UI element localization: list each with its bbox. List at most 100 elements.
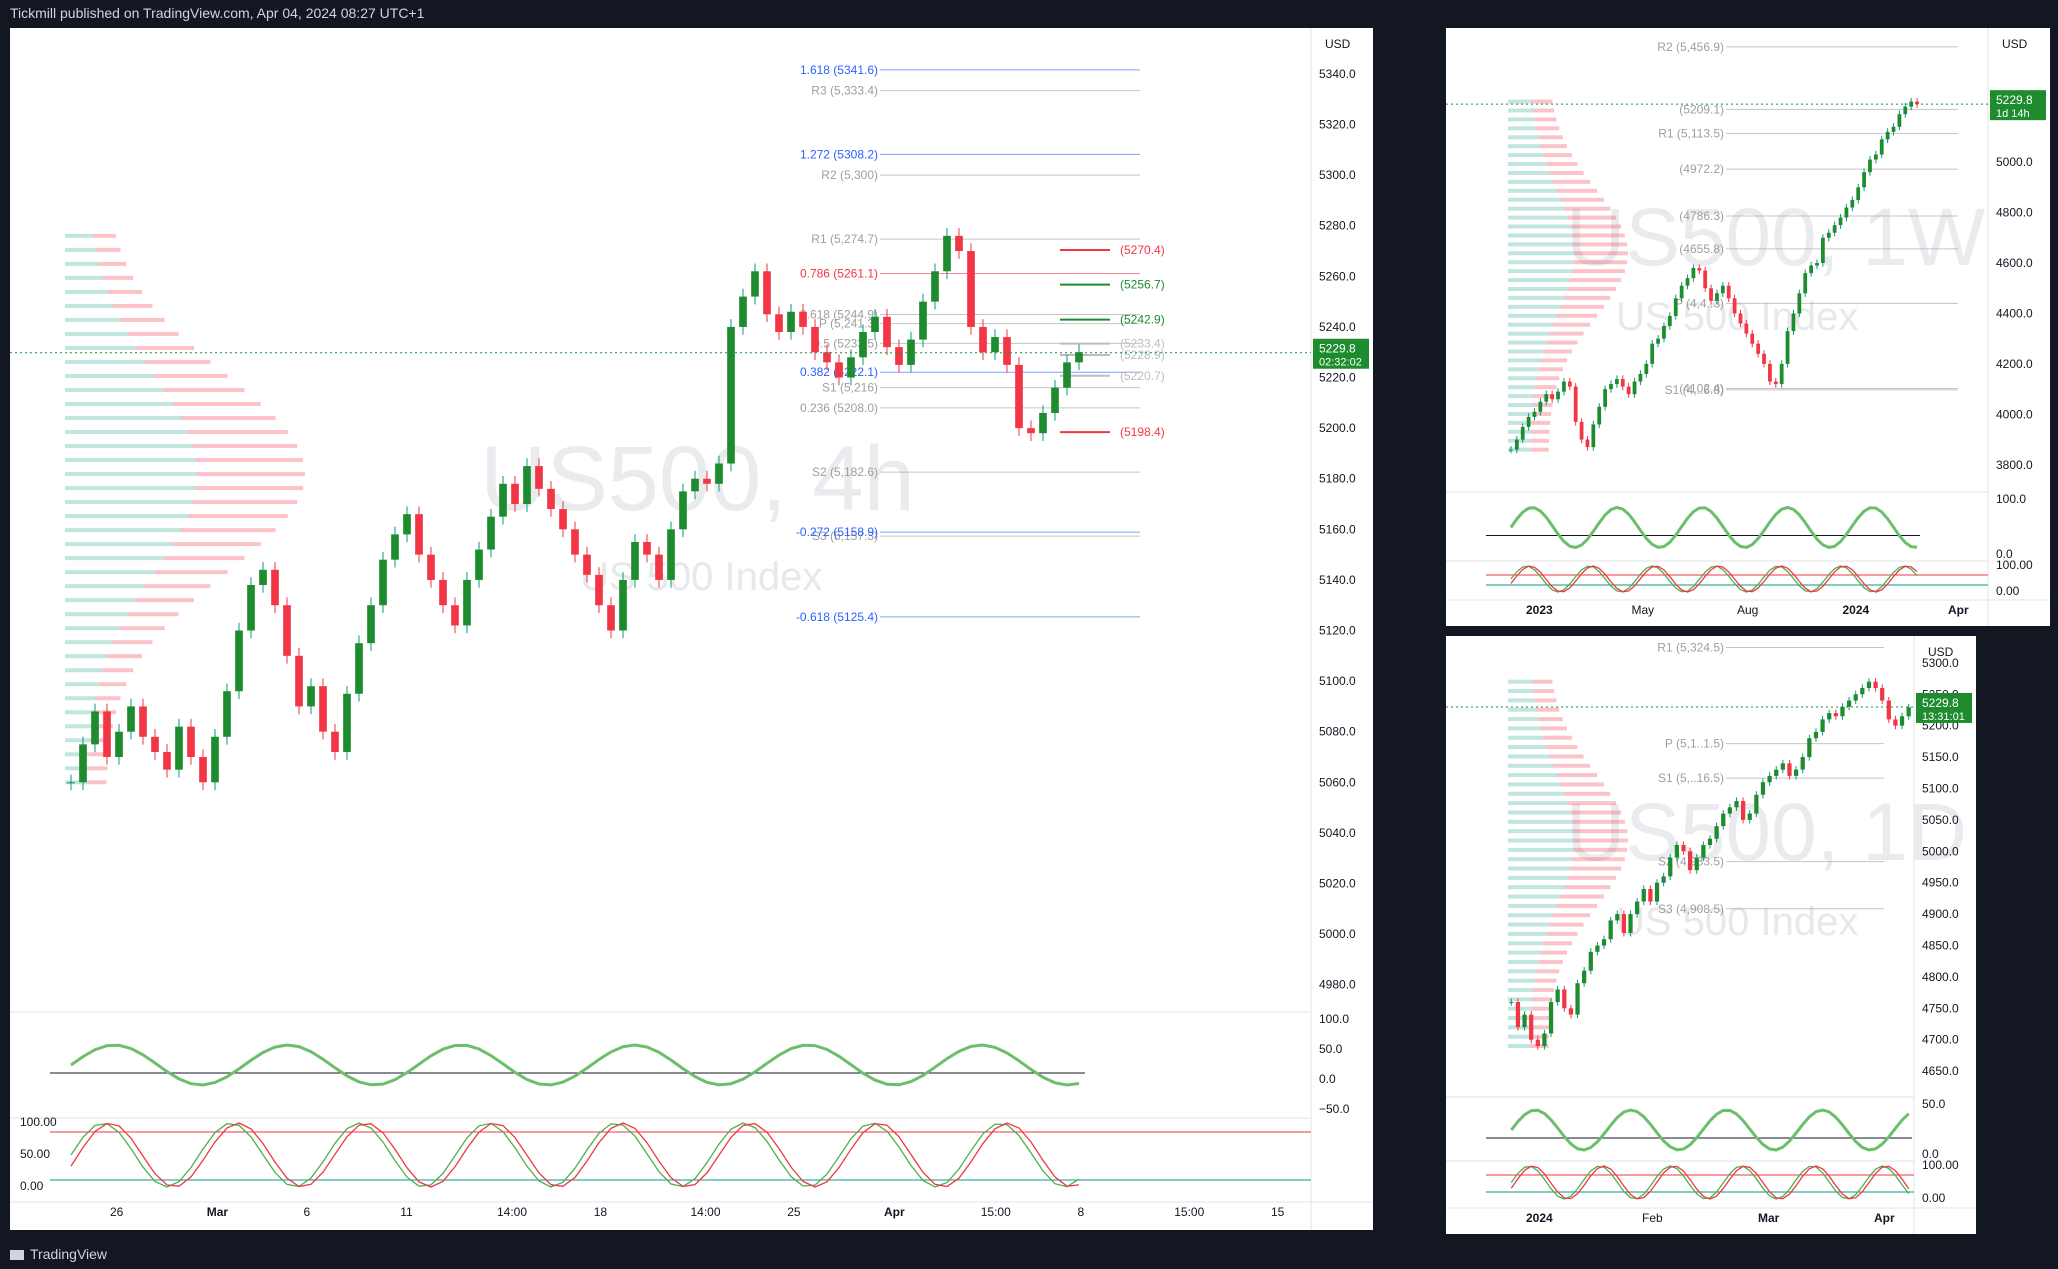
volume-profile-bar bbox=[1531, 411, 1552, 416]
candle-body bbox=[1856, 187, 1861, 200]
candle-body bbox=[1532, 411, 1537, 417]
candle-body bbox=[439, 579, 447, 606]
candle-body bbox=[1514, 439, 1519, 450]
volume-profile-bar bbox=[65, 233, 94, 238]
candle-body bbox=[1727, 807, 1732, 814]
candle-body bbox=[1685, 278, 1690, 286]
candle-body bbox=[1648, 888, 1653, 902]
volume-profile-bar bbox=[93, 233, 117, 238]
volume-profile-bar bbox=[107, 289, 142, 294]
y-tick-label: 4400.0 bbox=[1996, 306, 2033, 320]
candle-body bbox=[1886, 700, 1891, 720]
volume-profile-bar bbox=[65, 570, 155, 575]
y-tick-label: 4650.0 bbox=[1922, 1064, 1959, 1078]
watermark-name: US 500 Index bbox=[1616, 295, 1858, 339]
volume-profile-bar bbox=[1567, 286, 1617, 291]
candle-body bbox=[1656, 338, 1660, 344]
watermark-name: US 500 Index bbox=[1616, 900, 1858, 944]
level-label: 0.5 (5233.5) bbox=[813, 336, 878, 350]
x-tick-label: Mar bbox=[1758, 1211, 1780, 1225]
level-label: R1 (5,324.5) bbox=[1657, 640, 1724, 654]
candle-body bbox=[199, 757, 207, 783]
volume-profile-bar bbox=[1508, 135, 1539, 140]
x-tick-label: Apr bbox=[1948, 603, 1969, 617]
level-label: 0.236 (5208.0) bbox=[800, 401, 878, 415]
volume-profile-bar bbox=[192, 500, 298, 505]
volume-profile-bar bbox=[145, 359, 211, 364]
candle-body bbox=[1720, 285, 1725, 294]
x-tick-label: May bbox=[1632, 603, 1655, 617]
osc2-tick: 100.00 bbox=[1922, 1158, 1959, 1172]
level-label: S1 (5,..16.5) bbox=[1658, 771, 1724, 785]
volume-profile-bar bbox=[163, 556, 245, 561]
y-tick-label: 5260.0 bbox=[1319, 269, 1356, 283]
volume-profile-bar bbox=[1508, 931, 1547, 936]
candle-body bbox=[1715, 293, 1719, 301]
volume-profile-bar bbox=[1533, 987, 1555, 992]
zone-label: (5242.9) bbox=[1120, 313, 1165, 327]
volume-profile-bar bbox=[65, 430, 188, 435]
candle-body bbox=[967, 251, 975, 327]
volume-profile-bar bbox=[65, 373, 155, 378]
candle-body bbox=[895, 347, 903, 365]
volume-profile-bar bbox=[1508, 745, 1547, 750]
candle-body bbox=[1906, 707, 1911, 717]
volume-profile-bar bbox=[1536, 969, 1560, 974]
volume-profile-bar bbox=[180, 528, 276, 533]
volume-profile-bar bbox=[1508, 260, 1574, 265]
osc1-tick: 50.0 bbox=[1319, 1042, 1343, 1056]
volume-profile-bar bbox=[1508, 969, 1537, 974]
volume-profile-bar bbox=[1508, 331, 1550, 336]
candle-body bbox=[1885, 131, 1890, 140]
candle-body bbox=[1668, 857, 1673, 877]
candle-body bbox=[1529, 1014, 1534, 1040]
candle-body bbox=[1768, 363, 1772, 382]
candle-body bbox=[595, 574, 603, 606]
candle-body bbox=[1650, 343, 1655, 364]
volume-profile-bar bbox=[1508, 144, 1541, 149]
volume-profile-bar bbox=[65, 752, 90, 757]
candle-body bbox=[1709, 288, 1713, 301]
candle-body bbox=[943, 235, 951, 272]
volume-profile-bar bbox=[1508, 322, 1554, 327]
volume-profile-bar bbox=[65, 261, 99, 266]
volume-profile-bar bbox=[119, 626, 165, 631]
level-label: S2 (5,182.6) bbox=[812, 465, 878, 479]
candle-body bbox=[1767, 775, 1772, 783]
volume-profile-bar bbox=[172, 401, 261, 406]
volume-profile-bar bbox=[1556, 903, 1598, 908]
candle-body bbox=[1897, 114, 1902, 127]
candle-body bbox=[1832, 225, 1837, 233]
candle-body bbox=[1588, 951, 1593, 971]
osc1-line bbox=[70, 1043, 1080, 1087]
y-tick-label: 5340.0 bbox=[1319, 67, 1356, 81]
volume-profile-bar bbox=[1508, 801, 1568, 806]
candle-body bbox=[751, 271, 759, 297]
volume-profile-bar bbox=[1531, 1016, 1551, 1021]
volume-profile-bar bbox=[1508, 376, 1537, 381]
level-label: R2 (5,456.9) bbox=[1657, 40, 1724, 54]
volume-profile-bar bbox=[1533, 689, 1555, 694]
candle-body bbox=[799, 311, 807, 327]
volume-profile-bar bbox=[1508, 689, 1534, 694]
candle-body bbox=[1681, 845, 1686, 852]
volume-profile-bar bbox=[1567, 801, 1617, 806]
volume-profile-bar bbox=[65, 303, 114, 308]
volume-profile-bar bbox=[65, 331, 128, 336]
last-price-badge bbox=[1990, 90, 2046, 121]
volume-profile-bar bbox=[89, 738, 111, 743]
candle-body bbox=[1813, 731, 1819, 739]
volume-profile-bar bbox=[65, 486, 196, 491]
volume-profile-bar bbox=[1508, 295, 1565, 300]
candle-body bbox=[67, 782, 75, 784]
volume-profile-bar bbox=[1508, 679, 1533, 684]
candle-body bbox=[295, 655, 303, 707]
candle-body bbox=[1880, 687, 1885, 701]
volume-profile-bar bbox=[195, 458, 304, 463]
candle-body bbox=[1015, 364, 1023, 429]
volume-profile-bar bbox=[1508, 959, 1539, 964]
y-tick-label: 5080.0 bbox=[1319, 725, 1356, 739]
volume-profile-bar bbox=[1531, 420, 1551, 425]
volume-profile-bar bbox=[1508, 819, 1573, 824]
volume-profile-bar bbox=[1508, 278, 1571, 283]
